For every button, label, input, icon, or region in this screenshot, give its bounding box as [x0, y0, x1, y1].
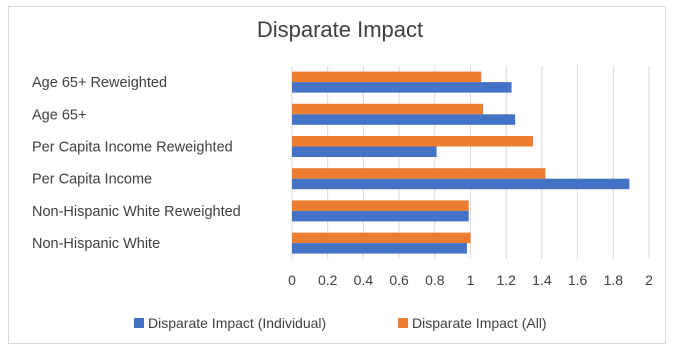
category-labels: Age 65+ Reweighted Age 65+ Per Capita Inco…	[32, 75, 241, 252]
category-label: Non-Hispanic White	[32, 236, 160, 252]
bar-all	[292, 232, 471, 244]
legend-label: Disparate Impact (All)	[412, 315, 547, 331]
bar-individual	[292, 82, 512, 93]
bar-all	[292, 168, 546, 179]
bar-all	[292, 71, 482, 83]
bar-all	[292, 136, 533, 147]
bar-individual	[292, 243, 467, 254]
category-label: Per Capita Income Reweighted	[32, 140, 233, 156]
category-label: Per Capita Income	[32, 172, 152, 188]
x-tick-label: 1.2	[496, 272, 516, 288]
chart-title: Disparate Impact	[257, 17, 423, 42]
x-tick-labels: 0 0.2 0.4 0.6 0.8 1 1.2 1.4 1.6 1.8 2	[288, 272, 653, 288]
x-tick-label: 1.6	[568, 272, 588, 288]
x-tick-label: 2	[645, 272, 653, 288]
x-tick-label: 0	[288, 272, 296, 288]
bar-individual	[292, 146, 437, 157]
x-tick-label: 1.4	[532, 272, 552, 288]
legend: Disparate Impact (Individual) Disparate I…	[134, 315, 547, 331]
x-tick-label: 0.4	[354, 272, 374, 288]
bar-individual	[292, 178, 630, 190]
x-tick-label: 1.8	[604, 272, 624, 288]
bar-all	[292, 200, 469, 211]
x-tick-label: 0.2	[318, 272, 338, 288]
x-tick-label: 0.8	[425, 272, 445, 288]
gridlines	[291, 66, 650, 259]
bar-all	[292, 103, 483, 115]
bars	[292, 71, 630, 254]
x-tick-label: 1	[467, 272, 475, 288]
category-label: Age 65+	[32, 107, 86, 123]
bar-individual	[292, 210, 469, 222]
legend-swatch	[134, 318, 144, 328]
bar-individual	[292, 114, 516, 125]
category-label: Age 65+ Reweighted	[32, 75, 167, 91]
category-label: Non-Hispanic White Reweighted	[32, 204, 241, 220]
legend-label: Disparate Impact (Individual)	[148, 315, 326, 331]
legend-swatch	[398, 318, 408, 328]
x-tick-label: 0.6	[389, 272, 409, 288]
